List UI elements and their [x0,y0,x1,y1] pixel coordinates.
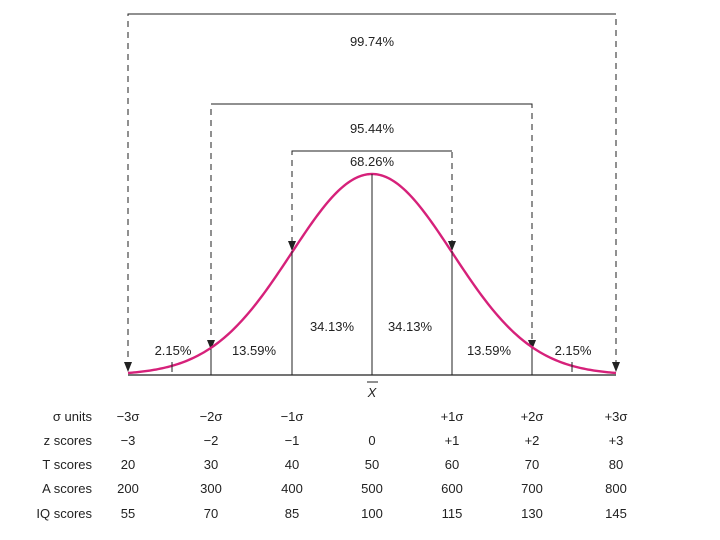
table-cell: +3σ [605,409,628,424]
label-68-26: 68.26% [350,154,395,169]
arrow-left-middle [207,340,215,350]
row-label: T scores [42,457,92,472]
arrow-right-middle [528,340,536,350]
bracket-outer: 99.74% [124,13,620,372]
label-95-44: 95.44% [350,121,395,136]
table-cell: 400 [281,481,303,496]
segment-left-2: 13.59% [232,343,277,358]
table-cell: −1 [285,433,300,448]
table-cell: 300 [200,481,222,496]
arrow-left-inner [288,241,296,251]
segment-left-tail: 2.15% [155,343,192,358]
arrow-right-outer [612,362,620,372]
table-cell: 600 [441,481,463,496]
table-cell: −2σ [200,409,223,424]
table-cell: 200 [117,481,139,496]
table-cell: −2 [204,433,219,448]
table-cell: 145 [605,506,627,521]
table-cell: 30 [204,457,218,472]
segment-right-2: 13.59% [467,343,512,358]
score-table: σ units −3σ −2σ −1σ +1σ +2σ +3σ z scores −3 −2 −1 0… [36,409,627,521]
table-cell: 700 [521,481,543,496]
table-cell: 70 [204,506,218,521]
table-cell: −3σ [117,409,140,424]
table-cell: 50 [365,457,379,472]
bracket-middle: 95.44% [207,103,536,350]
table-cell: 100 [361,506,383,521]
segment-right-tail: 2.15% [555,343,592,358]
table-cell: +2σ [521,409,544,424]
table-cell: 0 [368,433,375,448]
bracket-inner: 68.26% [288,150,456,251]
row-label: IQ scores [36,506,92,521]
row-label: σ units [53,409,93,424]
table-cell: 800 [605,481,627,496]
table-cell: −1σ [281,409,304,424]
table-cell: 60 [445,457,459,472]
table-cell: 115 [442,506,463,521]
row-label: A scores [42,481,92,496]
table-cell: −3 [121,433,136,448]
table-cell: 20 [121,457,135,472]
table-cell: 85 [285,506,299,521]
arrow-left-outer [124,362,132,372]
table-cell: +3 [609,433,624,448]
segment-left-1: 34.13% [310,319,355,334]
table-cell: 40 [285,457,299,472]
table-cell: 500 [361,481,383,496]
table-cell: 130 [521,506,543,521]
mean-symbol: X [367,385,378,400]
label-99-74: 99.74% [350,34,395,49]
mean-label: X [367,381,378,400]
row-label: z scores [44,433,93,448]
table-cell: 80 [609,457,623,472]
segment-right-1: 34.13% [388,319,433,334]
arrow-right-inner [448,241,456,251]
table-cell: +1σ [441,409,464,424]
table-cell: +1 [445,433,460,448]
table-cell: +2 [525,433,540,448]
table-cell: 70 [525,457,539,472]
table-cell: 55 [121,506,135,521]
